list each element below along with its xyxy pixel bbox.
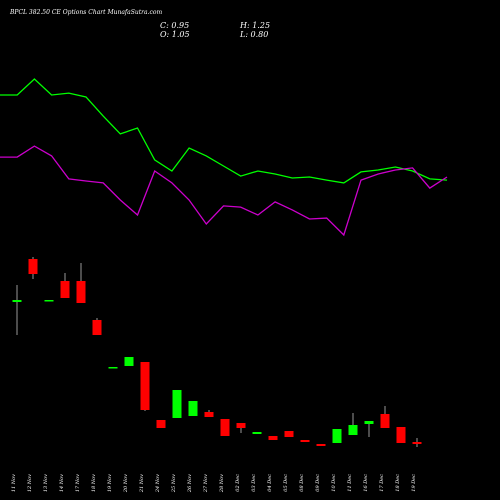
candle-body <box>28 259 38 274</box>
candle-body <box>268 436 278 440</box>
x-tick-label: 24 Nov <box>155 474 161 493</box>
candle-body <box>60 281 70 298</box>
low-info: L: 0.80 <box>239 30 268 39</box>
open-info: O: 1.05 <box>160 30 190 39</box>
x-tick-label: 03 Dec <box>251 474 257 492</box>
x-tick-label: 19 Nov <box>107 474 113 492</box>
x-tick-label: 11 Dec <box>347 474 353 492</box>
x-tick-label: 11 Nov <box>11 474 17 492</box>
x-tick-label: 17 Nov <box>75 474 81 492</box>
candle-body <box>252 432 262 434</box>
indicator-line <box>0 145 448 237</box>
candle-body <box>284 431 294 437</box>
x-tick-label: 27 Nov <box>203 474 209 493</box>
indicator-line <box>0 78 448 184</box>
candle-body <box>12 300 22 302</box>
x-tick-label: 09 Dec <box>315 474 321 492</box>
candle-body <box>156 420 166 428</box>
x-tick-label: 05 Dec <box>283 474 289 492</box>
candle-body <box>108 367 118 369</box>
candle-body <box>300 440 310 442</box>
candle-body <box>140 362 150 410</box>
x-tick-label: 10 Dec <box>331 474 337 492</box>
x-tick-label: 14 Nov <box>59 474 65 492</box>
x-tick-label: 21 Nov <box>139 474 145 493</box>
x-tick-label: 28 Nov <box>219 474 225 493</box>
candle-body <box>348 425 358 435</box>
candle-body <box>220 419 230 436</box>
candle-body <box>172 390 182 418</box>
high-info: H: 1.25 <box>239 21 270 30</box>
x-tick-label: 18 Nov <box>91 474 97 492</box>
x-tick-label: 04 Dec <box>267 474 273 492</box>
x-tick-label: 18 Dec <box>395 474 401 492</box>
x-tick-label: 25 Nov <box>171 474 177 493</box>
x-tick-label: 13 Nov <box>43 474 49 492</box>
candle-body <box>332 429 342 443</box>
chart-title: BPCL 382.50 CE Options Chart MunafaSutra… <box>9 9 162 16</box>
x-tick-label: 08 Dec <box>299 474 305 492</box>
candle-body <box>44 300 54 302</box>
close-info: C: 0.95 <box>160 21 189 30</box>
candle-body <box>236 423 246 428</box>
candle-body <box>188 401 198 416</box>
candle-body <box>76 281 86 303</box>
candle-body <box>412 442 422 444</box>
x-tick-label: 02 Dec <box>235 474 241 492</box>
x-tick-label: 12 Nov <box>27 474 33 492</box>
x-tick-label: 20 Nov <box>123 474 129 493</box>
candle-body <box>380 414 390 428</box>
x-tick-label: 16 Dec <box>363 474 369 492</box>
x-tick-label: 19 Dec <box>411 474 417 492</box>
candle-body <box>364 421 374 424</box>
candle-body <box>124 357 134 366</box>
x-tick-label: 26 Nov <box>187 474 193 493</box>
x-tick-label: 17 Dec <box>379 474 385 492</box>
candle-body <box>204 412 214 417</box>
candle-body <box>316 444 326 446</box>
candle-body <box>396 427 406 443</box>
candle-body <box>92 320 102 335</box>
